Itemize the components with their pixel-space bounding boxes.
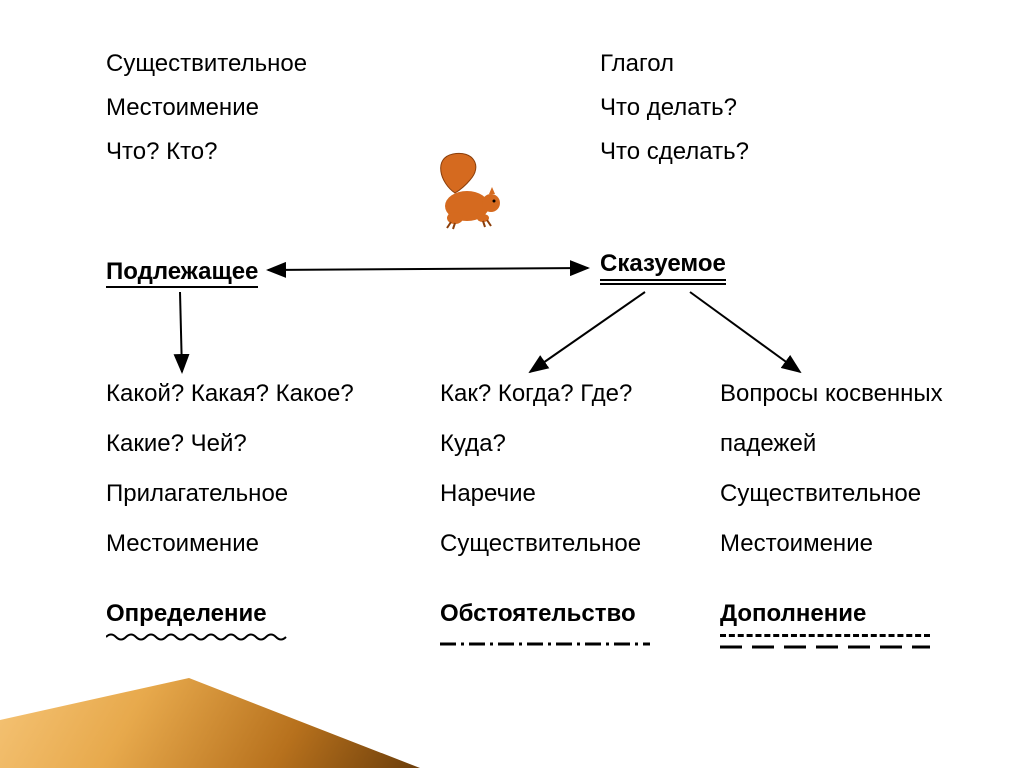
obj-pron: Местоимение [720,530,873,558]
def-q2: Какие? Чей? [106,430,247,458]
what-who-label: Что? Кто? [106,138,217,166]
squirrel-icon [405,148,525,248]
predicate-label: Сказуемое [600,250,726,285]
dashdot-underline [440,634,650,638]
dash-underline [720,634,930,641]
obj-q1: Вопросы косвенных [720,380,943,408]
circ-adv: Наречие [440,480,536,508]
def-adj: Прилагательное [106,480,288,508]
subject-label: Подлежащее [106,258,258,286]
noun-label: Существительное [106,50,307,78]
circ-noun: Существительное [440,530,641,558]
circ-q1: Как? Когда? Где? [440,380,632,408]
circ-q2: Куда? [440,430,506,458]
circumstance-label: Обстоятельство [440,600,636,628]
obj-noun: Существительное [720,480,921,508]
wavy-underline [106,632,291,642]
do-what-label: Что делать? [600,94,737,122]
corner-decoration [0,648,420,768]
verb-label: Глагол [600,50,674,78]
def-pron: Местоимение [106,530,259,558]
obj-q2: падежей [720,430,816,458]
object-label: Дополнение [720,600,866,628]
pronoun-label: Местоимение [106,94,259,122]
did-what-label: Что сделать? [600,138,749,166]
def-q1: Какой? Какая? Какое? [106,380,354,408]
definition-label: Определение [106,600,267,628]
